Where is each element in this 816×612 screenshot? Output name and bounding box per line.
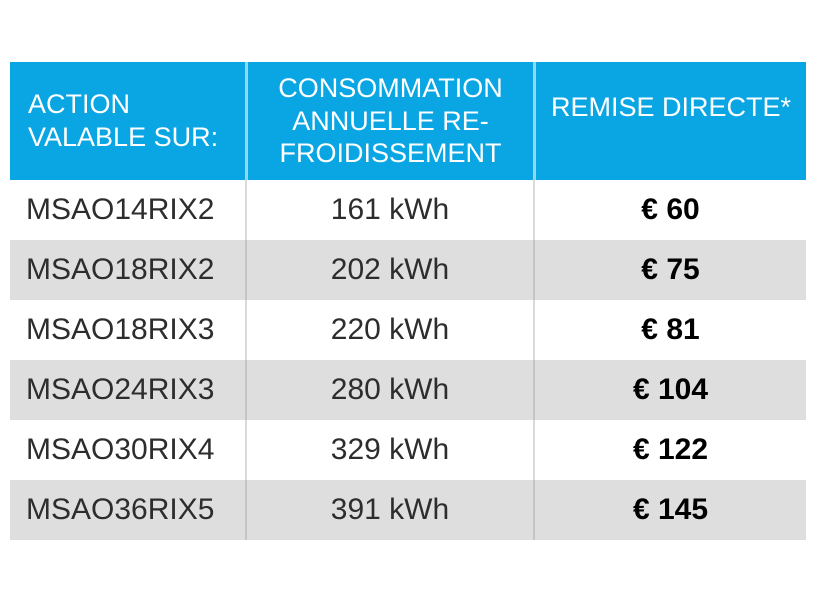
table-row: MSAO18RIX3 220 kWh € 81	[10, 300, 806, 360]
table-row: MSAO14RIX2 161 kWh € 60	[10, 180, 806, 240]
remise-cell: € 122	[533, 420, 806, 480]
remise-cell: € 104	[533, 360, 806, 420]
remise-cell: € 75	[533, 240, 806, 300]
consumption-cell: 202 kWh	[245, 240, 533, 300]
model-cell: MSAO30RIX4	[26, 433, 215, 466]
table-row: MSAO30RIX4 329 kWh € 122	[10, 420, 806, 480]
remise-cell: € 145	[533, 480, 806, 540]
model-cell: MSAO36RIX5	[10, 480, 245, 540]
remise-cell: € 60	[533, 180, 806, 240]
promo-table: ACTION VALABLE SUR: CONSOMMATION ANNUELL…	[10, 62, 806, 540]
model-cell: MSAO24RIX3	[10, 360, 245, 420]
header-cell-remise: REMISE DIRECTE*	[533, 62, 806, 180]
remise-cell: € 81	[533, 300, 806, 360]
table-header-row: ACTION VALABLE SUR: CONSOMMATION ANNUELL…	[10, 62, 806, 180]
consumption-cell: 161 kWh	[245, 180, 533, 240]
consumption-cell: 329 kWh	[245, 420, 533, 480]
table-row: MSAO36RIX5 391 kWh € 145	[10, 480, 806, 540]
consumption-cell: 280 kWh	[245, 360, 533, 420]
consumption-cell: 391 kWh	[245, 480, 533, 540]
consumption-cell: 220 kWh	[245, 300, 533, 360]
model-cell: MSAO14RIX2	[26, 193, 215, 226]
header-cell-consumption: CONSOMMATION ANNUELLE RE- FROIDISSEMENT	[245, 62, 533, 180]
header-cell-action: ACTION VALABLE SUR:	[10, 62, 245, 180]
model-cell: MSAO18RIX2	[10, 240, 245, 300]
model-cell: MSAO18RIX3	[26, 313, 215, 346]
table-row: MSAO18RIX2 202 kWh € 75	[10, 240, 806, 300]
table-row: MSAO24RIX3 280 kWh € 104	[10, 360, 806, 420]
